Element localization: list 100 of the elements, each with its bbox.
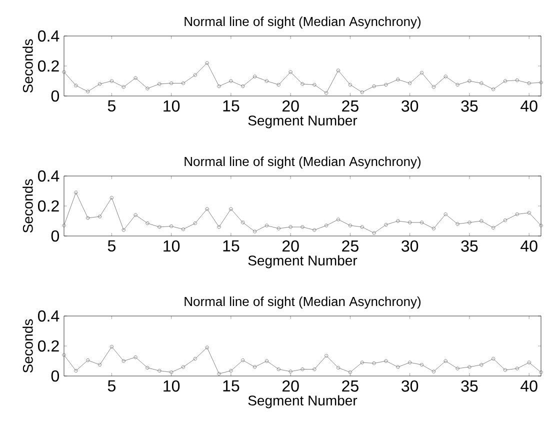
point [122,85,126,89]
point [241,84,245,88]
point [480,81,484,86]
point [86,358,90,362]
point [252,365,257,369]
point [110,79,114,83]
point [264,79,269,83]
y-tick-label: 0.2 [38,340,59,352]
point [324,224,328,228]
point [276,367,281,372]
point [408,360,412,364]
x-tick-label: 15 [223,380,240,392]
point [98,82,102,86]
point [515,78,520,82]
x-tick-label: 25 [342,100,358,112]
point [158,82,162,86]
chart-title: Normal line of sight (Median Asynchrony) [184,16,421,29]
point [444,359,448,363]
point [372,84,376,88]
point [468,365,472,369]
point [241,358,245,362]
point [396,365,400,369]
point [360,225,364,229]
point [300,82,304,86]
x-tick-label: 10 [164,100,180,112]
point [300,225,304,229]
point [205,61,209,65]
x-tick-label: 30 [402,100,418,112]
point [252,230,257,234]
point [432,85,436,89]
point [158,225,162,229]
point [456,222,460,226]
point [324,354,328,358]
point [276,226,281,230]
point [444,212,448,216]
point [217,225,221,229]
chart-title: Normal line of sight (Median Asynchrony) [184,296,421,309]
point [288,370,292,374]
point [158,368,162,373]
y-tick-label: 0.2 [38,60,59,72]
point [372,361,376,366]
point [74,190,78,194]
point [86,216,90,220]
point [229,79,233,83]
point [134,355,138,360]
x-axis-title: Segment Number [248,395,358,408]
point [264,224,269,228]
point [252,74,257,78]
point [420,70,424,75]
point [527,210,531,215]
x-tick-label: 30 [402,240,418,252]
point [312,82,316,87]
point [98,362,102,367]
point [110,196,114,200]
point [134,76,138,80]
point [432,226,436,230]
point [372,231,376,235]
point [468,79,472,83]
y-tick-label: 0.4 [38,170,60,182]
point [193,221,198,226]
y-tick-label: 0 [51,90,60,102]
point [169,370,174,374]
x-axis-title: Segment Number [248,255,358,268]
point [134,213,138,217]
x-tick-label: 5 [108,240,116,252]
x-tick-label: 5 [108,100,116,112]
y-tick-label: 0 [51,370,60,382]
point [348,370,352,374]
point [193,356,198,361]
point [122,228,126,232]
x-tick-label: 20 [282,380,299,392]
point [300,367,304,372]
x-axis-title: Segment Number [248,115,358,128]
point [503,79,508,83]
point [336,366,340,370]
point [324,91,328,95]
y-axis-title: Seconds [22,179,33,233]
point [503,368,508,372]
point [396,219,400,223]
point [229,368,233,373]
point [527,81,531,86]
point [264,359,269,363]
point [480,362,484,367]
point [408,220,412,224]
x-tick-label: 40 [520,240,538,252]
point [181,81,186,86]
point [491,226,496,230]
point [444,74,448,78]
point [98,214,102,218]
point [420,220,424,224]
point [348,224,352,228]
y-axis-title: Seconds [22,39,33,93]
point [432,370,436,374]
x-tick-label: 25 [342,380,358,392]
point [336,68,340,72]
point [288,70,292,74]
point [193,73,198,77]
point [205,207,209,211]
x-tick-label: 35 [461,380,478,392]
point [312,228,316,232]
